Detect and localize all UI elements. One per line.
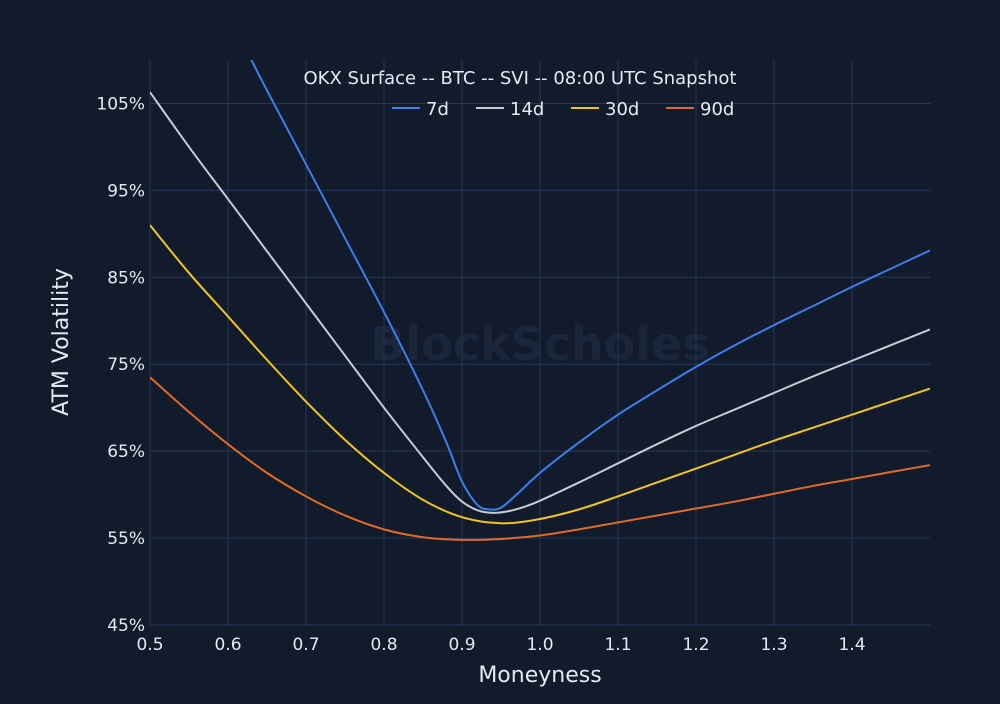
y-tick-label: 85% bbox=[107, 268, 145, 288]
legend-label-14d: 14d bbox=[510, 99, 544, 120]
legend-label-90d: 90d bbox=[700, 99, 734, 120]
series-line-7d bbox=[250, 60, 930, 511]
x-tick-label: 0.9 bbox=[448, 635, 475, 655]
legend-label-30d: 30d bbox=[605, 99, 639, 120]
y-tick-label: 95% bbox=[107, 181, 145, 201]
y-tick-label: 65% bbox=[107, 442, 145, 462]
series-line-30d bbox=[150, 224, 930, 525]
y-tick-label: 105% bbox=[96, 94, 145, 114]
x-tick-label: 0.7 bbox=[292, 635, 319, 655]
chart-title: OKX Surface -- BTC -- SVI -- 08:00 UTC S… bbox=[304, 68, 737, 89]
x-tick-label: 0.5 bbox=[136, 635, 163, 655]
series-lines bbox=[150, 60, 930, 541]
legend: 7d 14d 30d 90d bbox=[392, 99, 734, 120]
grid-lines bbox=[149, 60, 930, 626]
x-tick-label: 1.3 bbox=[760, 635, 787, 655]
y-axis-tick-labels: 45% 55% 65% 75% 85% 95% 105% bbox=[96, 94, 145, 636]
y-tick-label: 75% bbox=[107, 355, 145, 375]
x-tick-label: 0.8 bbox=[370, 635, 397, 655]
x-tick-label: 0.6 bbox=[214, 635, 241, 655]
x-tick-label: 1.4 bbox=[838, 635, 865, 655]
y-axis-title: ATM Volatility bbox=[49, 268, 74, 416]
x-tick-label: 1.0 bbox=[526, 635, 553, 655]
x-tick-label: 1.2 bbox=[682, 635, 709, 655]
series-line-14d bbox=[150, 91, 930, 514]
x-tick-label: 1.1 bbox=[604, 635, 631, 655]
x-axis-title: Moneyness bbox=[478, 663, 601, 688]
legend-label-7d: 7d bbox=[426, 99, 449, 120]
y-tick-label: 45% bbox=[107, 616, 145, 636]
watermark: BlockScholes bbox=[370, 317, 709, 371]
x-axis-tick-labels: 0.5 0.6 0.7 0.8 0.9 1.0 1.1 1.2 1.3 1.4 bbox=[136, 635, 865, 655]
series-line-90d bbox=[150, 376, 930, 541]
y-tick-label: 55% bbox=[107, 529, 145, 549]
